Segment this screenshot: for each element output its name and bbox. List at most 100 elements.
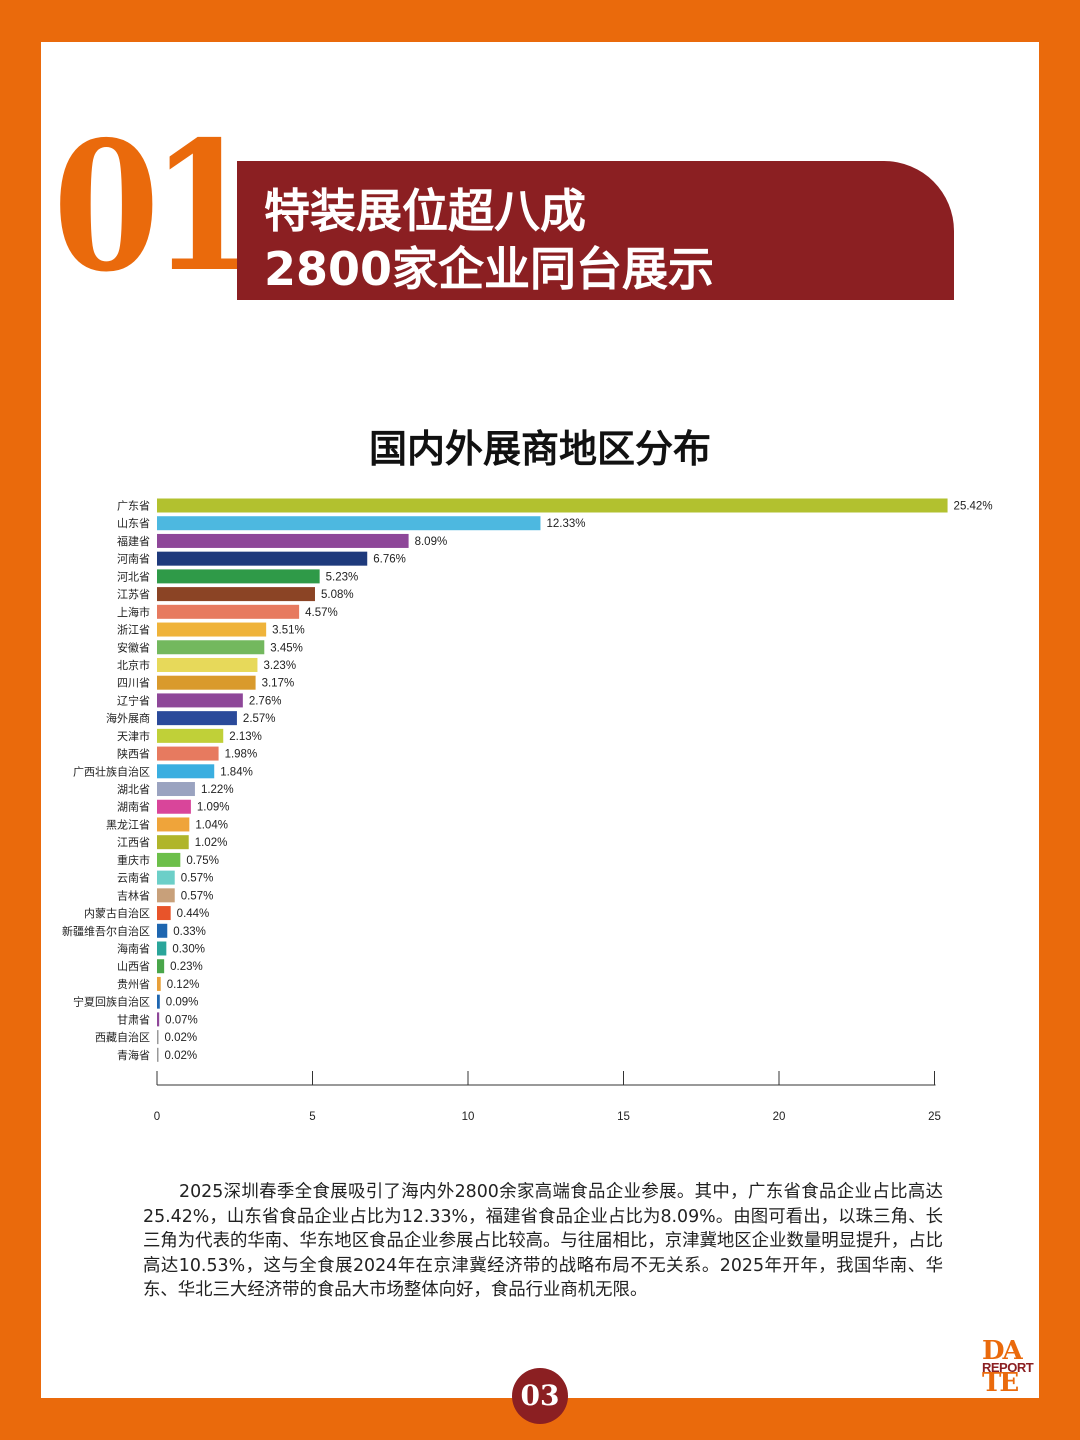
data-label: 1.02% — [195, 837, 228, 849]
data-label: 4.57% — [305, 607, 338, 619]
data-label: 1.04% — [195, 819, 228, 831]
category-label: 贵州省 — [117, 978, 150, 991]
data-label: 0.57% — [181, 890, 214, 902]
data-label: 3.23% — [263, 660, 296, 672]
x-tick-label: 20 — [773, 1111, 786, 1123]
bar — [157, 746, 219, 761]
category-label: 西藏自治区 — [95, 1030, 150, 1044]
category-label: 湖南省 — [117, 801, 150, 814]
category-label: 海外展商 — [106, 711, 150, 725]
bar — [157, 764, 215, 779]
data-label: 25.42% — [954, 501, 993, 513]
data-label: 0.12% — [167, 979, 200, 991]
data-label: 0.33% — [173, 926, 206, 938]
body-paragraph: 2025深圳春季全食展吸引了海内外2800余家高端食品企业参展。其中，广东省食品… — [143, 1182, 943, 1300]
category-label: 北京市 — [117, 658, 150, 672]
data-label: 2.76% — [249, 695, 282, 707]
data-label: 1.98% — [225, 749, 258, 761]
bar — [157, 587, 315, 602]
bar — [157, 870, 175, 885]
category-label: 海南省 — [117, 942, 150, 956]
bar — [157, 817, 190, 832]
bar — [157, 799, 191, 814]
data-label: 1.22% — [201, 784, 234, 796]
bar — [157, 923, 168, 938]
category-label: 天津市 — [117, 729, 150, 743]
category-label: 山西省 — [117, 960, 150, 973]
data-label: 3.17% — [262, 678, 295, 690]
bar — [157, 533, 409, 548]
bar — [157, 959, 165, 974]
bar — [157, 941, 167, 956]
category-label: 甘肃省 — [117, 1013, 150, 1026]
x-tick-label: 5 — [309, 1111, 315, 1123]
category-label: 福建省 — [117, 534, 150, 548]
category-label: 安徽省 — [117, 640, 150, 654]
category-label: 辽宁省 — [117, 693, 150, 707]
data-label: 2.57% — [243, 713, 276, 725]
bar — [157, 852, 181, 867]
category-label: 山东省 — [117, 517, 150, 530]
data-label: 0.44% — [177, 908, 210, 920]
x-tick-label: 25 — [928, 1111, 941, 1123]
data-label: 1.09% — [197, 802, 230, 814]
bar — [157, 976, 161, 991]
data-label: 3.45% — [270, 642, 303, 654]
data-label: 1.84% — [220, 766, 253, 778]
bar-chart: 广东省 25.42% 山东省 12.33% 福建省 8.09% 河南省 6.76% 河北省 5.2… — [62, 498, 993, 1123]
x-tick-label: 0 — [154, 1111, 160, 1123]
logo-da: DA — [982, 1336, 1023, 1366]
data-label: 2.13% — [229, 731, 262, 743]
logo-te: TE — [982, 1368, 1019, 1398]
data-label: 5.23% — [326, 571, 359, 583]
category-label: 上海市 — [117, 605, 150, 619]
data-label: 0.09% — [166, 997, 199, 1009]
bar — [157, 693, 243, 708]
bar — [157, 604, 300, 619]
category-label: 云南省 — [117, 872, 150, 885]
page-number: 03 — [512, 1368, 568, 1424]
bar — [157, 835, 189, 850]
bar — [157, 516, 541, 531]
category-label: 宁夏回族自治区 — [73, 995, 150, 1009]
category-label: 浙江省 — [117, 624, 150, 637]
x-tick-label: 15 — [617, 1111, 630, 1123]
bar — [157, 782, 195, 797]
bar — [157, 551, 368, 566]
category-label: 黑龙江省 — [106, 818, 150, 831]
bar — [157, 498, 948, 513]
category-label: 新疆维吾尔自治区 — [62, 924, 150, 938]
category-label: 内蒙古自治区 — [84, 906, 150, 920]
data-label: 0.02% — [165, 1050, 198, 1062]
bar — [157, 888, 175, 903]
chart-title: 国内外展商地区分布 — [368, 427, 711, 471]
data-label: 0.57% — [181, 873, 214, 885]
data-label: 6.76% — [373, 554, 406, 566]
category-label: 湖北省 — [117, 783, 150, 796]
category-label: 江苏省 — [117, 588, 150, 601]
bar — [157, 569, 320, 584]
data-label: 0.30% — [172, 944, 205, 956]
report-logo: DA TE REPORT — [982, 1336, 1036, 1398]
category-label: 四川省 — [117, 677, 150, 690]
category-label: 吉林省 — [117, 888, 150, 902]
data-label: 0.75% — [186, 855, 219, 867]
bar — [157, 622, 267, 637]
category-label: 河南省 — [117, 553, 150, 566]
logo-report: REPORT — [982, 1360, 1034, 1375]
data-label: 5.08% — [321, 589, 354, 601]
bar — [157, 675, 256, 690]
bar — [157, 728, 224, 743]
category-label: 重庆市 — [117, 853, 150, 867]
bar — [157, 640, 265, 655]
category-label: 河北省 — [117, 570, 150, 583]
category-label: 广西壮族自治区 — [73, 764, 150, 778]
bar — [157, 657, 258, 672]
category-label: 广东省 — [117, 500, 150, 513]
section-number: 01 — [53, 102, 257, 311]
x-tick-label: 10 — [462, 1111, 475, 1123]
data-label: 12.33% — [546, 518, 585, 530]
bar — [157, 1030, 159, 1045]
bar — [157, 1047, 159, 1062]
category-label: 青海省 — [117, 1048, 150, 1062]
